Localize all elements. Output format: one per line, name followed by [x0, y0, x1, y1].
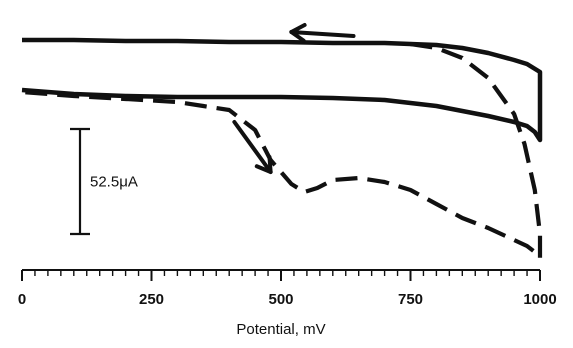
x-tick-label: 0 [18, 291, 26, 308]
scale-bar: 52.5μA [70, 127, 138, 236]
series-1-solid-curve [21, 37, 543, 143]
x-axis-title: Potential, mV [236, 321, 325, 338]
x-tick-label: 250 [139, 291, 164, 308]
arrow-shaft [232, 120, 273, 174]
series-layer [21, 37, 543, 261]
x-tick-label: 750 [398, 291, 423, 308]
scale-bar-label: 52.5μA [90, 174, 138, 191]
x-tick-label: 1000 [523, 291, 556, 308]
x-tick-label: 500 [268, 291, 293, 308]
sweep-arrow-reverse-sweep [289, 22, 356, 43]
sweep-arrow-forward-sweep [232, 120, 273, 174]
arrow-head [254, 155, 273, 174]
arrow-layer [232, 22, 356, 174]
arrow-head [289, 22, 307, 43]
arrow-shaft [289, 30, 356, 38]
series-2-dashed-curve [21, 41, 543, 261]
x-axis: 0 250 500 750 1000 [18, 269, 557, 308]
